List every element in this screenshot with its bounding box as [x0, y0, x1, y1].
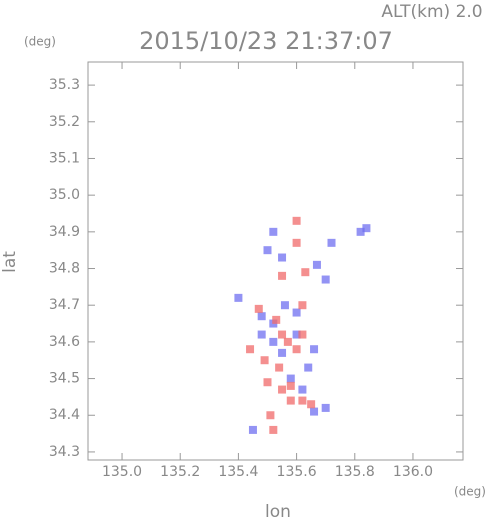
data-cell: [298, 396, 307, 405]
data-cell: [298, 301, 307, 310]
data-cell: [292, 238, 301, 247]
data-cell: [286, 374, 295, 383]
y-tick-label: 35.2: [49, 114, 80, 130]
data-cell: [286, 381, 295, 390]
data-cell: [269, 425, 278, 434]
y-tick-label: 34.9: [49, 224, 80, 240]
y-tick-label: 35.0: [49, 187, 80, 203]
y-tick-label: 35.1: [49, 150, 80, 166]
data-cell: [292, 216, 301, 225]
data-cell: [254, 304, 263, 313]
x-tick-label: 136.0: [393, 464, 433, 480]
data-cell: [257, 312, 266, 321]
data-cell: [278, 330, 287, 339]
x-axis-label: lon: [265, 502, 291, 521]
y-tick-label: 34.4: [49, 407, 80, 423]
data-cell: [298, 385, 307, 394]
data-cell: [260, 356, 269, 365]
data-cell: [280, 301, 289, 310]
data-cell: [292, 308, 301, 317]
data-cell: [283, 337, 292, 346]
data-cell: [321, 275, 330, 284]
data-cell: [266, 411, 275, 420]
data-cell: [327, 238, 336, 247]
data-cell: [234, 293, 243, 302]
data-cell: [292, 330, 301, 339]
y-tick-label: 34.6: [49, 334, 80, 350]
data-cell: [292, 345, 301, 354]
data-cell: [301, 268, 310, 277]
data-cell: [275, 363, 284, 372]
data-cell: [310, 345, 319, 354]
data-cell: [269, 227, 278, 236]
x-tick-label: 135.6: [277, 464, 317, 480]
x-tick-label: 135.4: [218, 464, 258, 480]
data-cell: [248, 425, 257, 434]
data-cell: [278, 385, 287, 394]
y-tick-label: 34.3: [49, 444, 80, 460]
y-tick-label: 34.7: [49, 297, 80, 313]
chart-subtitle: ALT(km) 2.0: [381, 2, 482, 22]
data-cell: [307, 400, 316, 409]
y-unit: (deg): [24, 35, 56, 49]
data-cell: [278, 348, 287, 357]
data-cell: [304, 363, 313, 372]
x-tick-label: 135.8: [335, 464, 375, 480]
x-tick-label: 135.0: [102, 464, 142, 480]
data-cell: [263, 378, 272, 387]
data-cell: [246, 345, 255, 354]
y-tick-label: 34.5: [49, 371, 80, 387]
data-cell: [356, 227, 365, 236]
data-cell: [298, 330, 307, 339]
y-tick-label: 35.3: [49, 77, 80, 93]
data-cell: [278, 271, 287, 280]
y-tick-label: 34.8: [49, 261, 80, 277]
chart-title: 2015/10/23 21:37:07: [139, 27, 393, 55]
data-cell: [362, 224, 371, 233]
data-cell: [286, 396, 295, 405]
data-cell: [310, 407, 319, 416]
data-cell: [257, 330, 266, 339]
data-cell: [263, 246, 272, 255]
data-cell: [312, 260, 321, 269]
x-tick-label: 135.2: [160, 464, 200, 480]
data-cell: [269, 337, 278, 346]
data-cell: [321, 403, 330, 412]
x-unit: (deg): [454, 485, 486, 499]
data-cell: [272, 315, 281, 324]
y-axis-label: lat: [0, 251, 20, 273]
plot-frame: [87, 61, 464, 461]
data-cell: [278, 253, 287, 262]
